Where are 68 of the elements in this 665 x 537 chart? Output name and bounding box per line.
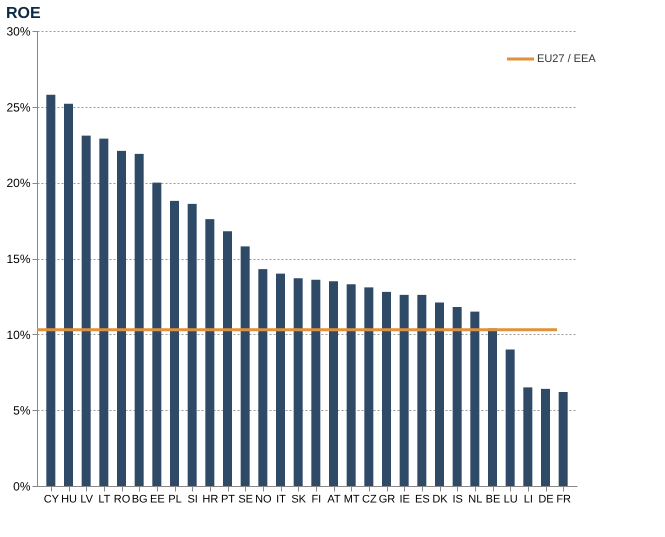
y-tick-label: 0% <box>13 480 31 494</box>
bar <box>258 269 268 486</box>
bar <box>64 104 73 486</box>
bar <box>382 292 391 486</box>
bar <box>205 219 214 486</box>
x-tick-label: PL <box>168 494 182 506</box>
bar <box>82 136 91 486</box>
x-tick-label: BG <box>132 494 148 506</box>
bar <box>117 150 126 486</box>
x-tick-label: SK <box>291 494 307 506</box>
x-tick-label: SE <box>238 494 254 506</box>
bar <box>170 200 179 486</box>
bar <box>346 284 356 486</box>
x-tick-label: AT <box>327 494 341 506</box>
x-tick-label: PT <box>220 494 236 506</box>
bar <box>364 287 374 486</box>
x-tick-label: HR <box>202 494 218 506</box>
bar <box>506 350 515 486</box>
x-tick-label: RO <box>114 494 131 506</box>
bar <box>541 388 550 486</box>
y-tick-label: 15% <box>6 252 31 266</box>
bar <box>99 138 108 486</box>
y-tick-label: 10% <box>6 328 31 342</box>
x-tick-label: HU <box>61 494 77 506</box>
x-tick-label: MT <box>344 494 360 506</box>
x-tick-label: IS <box>452 494 463 506</box>
x-tick-label: FI <box>311 494 322 506</box>
legend-label: EU27 / EEA <box>537 53 596 65</box>
bar <box>188 204 197 486</box>
x-tick-label: NL <box>468 494 482 506</box>
bar <box>452 307 462 486</box>
x-tick-label: IE <box>399 494 410 506</box>
y-tick-label: 5% <box>13 404 31 418</box>
x-tick-label: BE <box>486 494 500 506</box>
x-tick-label: CZ <box>362 494 377 506</box>
y-tick-label: 25% <box>6 100 31 114</box>
x-tick-label: SI <box>187 494 198 506</box>
x-tick-label: DK <box>432 494 448 506</box>
x-tick-label: DE <box>538 494 554 506</box>
bar <box>470 312 480 486</box>
x-tick-label: LT <box>98 494 111 506</box>
x-tick-label: IT <box>276 494 286 506</box>
y-tick-label: 20% <box>6 176 31 190</box>
bar <box>523 387 532 486</box>
x-tick-label: CY <box>44 494 60 506</box>
x-tick-label: FR <box>556 494 572 506</box>
bar <box>240 246 250 486</box>
bar <box>46 94 56 486</box>
bar <box>400 294 409 486</box>
bar <box>152 182 162 486</box>
x-tick-label: GR <box>378 494 396 506</box>
x-tick-label: EE <box>150 494 165 506</box>
x-tick-label: NO <box>255 494 272 506</box>
bar <box>294 278 303 486</box>
x-tick-label: LU <box>504 494 518 506</box>
bar <box>435 302 444 486</box>
bar <box>329 281 338 486</box>
bar <box>311 280 320 486</box>
bar <box>417 294 426 486</box>
y-tick-label: 30% <box>6 24 31 38</box>
chart-title: ROE <box>6 5 41 22</box>
bar <box>134 154 144 486</box>
x-tick-label: ES <box>414 494 430 506</box>
x-tick-label: LV <box>80 494 94 506</box>
bar <box>276 274 285 486</box>
bar <box>558 392 568 486</box>
x-tick-label: LI <box>524 494 533 506</box>
bar <box>223 231 232 486</box>
